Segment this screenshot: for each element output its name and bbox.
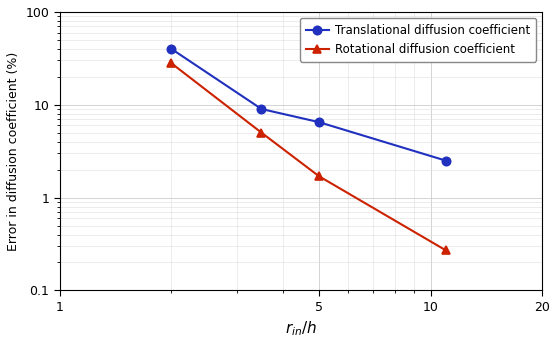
Translational diffusion coefficient (258, 107, 265, 111)
Legend: Translational diffusion coefficient, Rotational diffusion coefficient: Translational diffusion coefficient, Rot… (300, 18, 536, 61)
Line: Translational diffusion coefficient: Translational diffusion coefficient (167, 45, 450, 165)
Rotational diffusion coefficient (442, 248, 449, 253)
Translational diffusion coefficient (316, 120, 323, 124)
Rotational diffusion coefficient (258, 131, 265, 135)
Y-axis label: Error in diffusion coefficient (%): Error in diffusion coefficient (%) (7, 51, 20, 251)
Translational diffusion coefficient (168, 47, 175, 51)
Translational diffusion coefficient (442, 159, 449, 163)
Rotational diffusion coefficient (168, 61, 175, 65)
Rotational diffusion coefficient (316, 174, 323, 178)
Line: Rotational diffusion coefficient: Rotational diffusion coefficient (167, 59, 450, 255)
X-axis label: $r_{in}/h$: $r_{in}/h$ (285, 319, 317, 338)
